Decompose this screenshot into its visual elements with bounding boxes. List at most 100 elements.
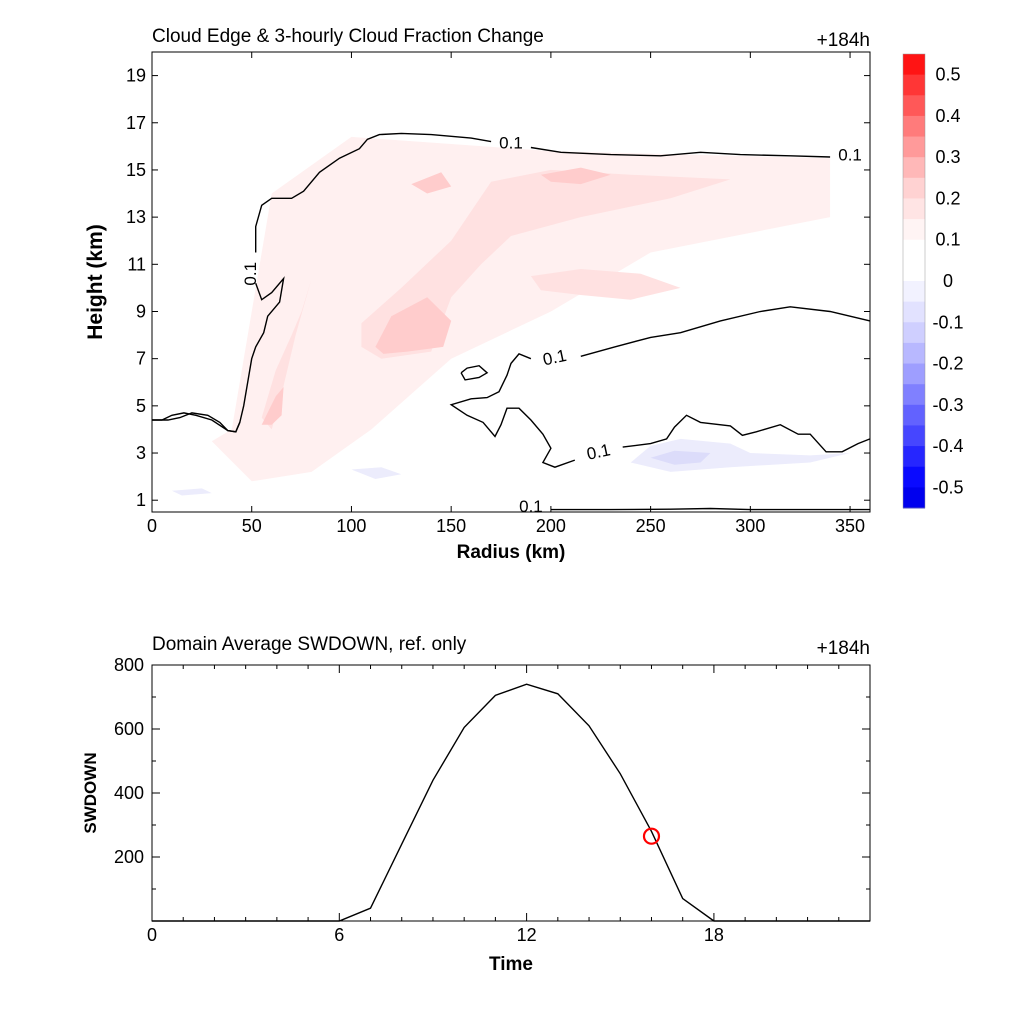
colorbar-label: -0.2 [932,354,963,374]
bottom-y-axis: 200 400 600 800 [114,655,870,890]
colorbar-swatch [903,301,925,323]
colorbar-swatch [903,487,925,509]
bottom-x-axis-label: Time [489,954,533,975]
shaded-region [530,269,681,300]
x-tick-label: 150 [436,516,466,536]
colorbar-swatch [903,466,925,488]
swdown-panel: Domain Average SWDOWN, ref. only +184h 0… [81,634,871,975]
colorbar-swatch [903,363,925,385]
colorbar-swatch [903,342,925,365]
y-tick-label: 11 [127,254,146,274]
contour-line [152,412,241,433]
colorbar-swatch [903,74,925,96]
colorbar-label: -0.5 [932,478,963,498]
y-tick-label: 3 [136,443,146,463]
bottom-y-axis-label: SWDOWN [81,752,100,833]
x-tick-label: 0 [147,925,157,945]
contour-label: 0.1 [541,346,568,369]
colorbar-label: 0.3 [935,147,960,167]
bottom-chart-title: Domain Average SWDOWN, ref. only [152,634,467,655]
current-time-marker [642,827,661,845]
contour-line [449,353,576,468]
contour-label: 0.1 [585,440,612,463]
colorbar-label: -0.4 [932,436,963,456]
contour-line [254,132,492,253]
shaded-region [375,297,452,354]
contour-line [550,507,870,511]
colorbar-label: 0.2 [935,188,960,208]
colorbar: 0.5 0.4 0.3 0.2 0.1 0 -0.1 -0.2 -0.3 -0.4 -0.5 [902,53,964,509]
top-y-axis-label: Height (km) [84,224,107,340]
top-time-label: +184h [817,30,870,51]
colorbar-swatch [903,95,925,117]
x-tick-label: 300 [735,516,765,536]
bottom-time-label: +184h [817,638,870,659]
colorbar-swatch [903,260,925,282]
x-tick-label: 6 [334,925,344,945]
colorbar-swatch [903,446,925,468]
contour-lines: 0.1 0.1 0.1 0.1 0.1 0.1 [152,132,871,516]
y-tick-label: 19 [126,66,146,86]
shaded-region [351,467,402,479]
colorbar-swatch [903,239,925,261]
contour-label: 0.1 [519,497,543,516]
shaded-region [211,136,831,482]
colorbar-swatch [903,322,925,344]
colorbar-swatch [903,157,925,179]
colorbar-swatch [903,177,925,199]
y-tick-label: 17 [126,113,146,133]
contour-shading [171,136,851,496]
colorbar-swatch [903,54,925,76]
y-tick-label: 200 [114,847,144,867]
contour-label: 0.1 [838,145,862,164]
contour-label: 0.1 [499,133,523,152]
y-tick-label: 15 [126,160,146,180]
x-tick-label: 350 [835,516,865,536]
x-tick-label: 200 [536,516,566,536]
y-tick-label: 7 [136,349,146,369]
swdown-series [152,683,870,922]
colorbar-label: 0.4 [935,106,960,126]
x-tick-label: 50 [242,516,262,536]
top-plot-frame [151,51,871,513]
colorbar-label: -0.1 [932,312,963,332]
colorbar-swatch [903,384,925,406]
shaded-region [540,167,611,185]
x-tick-label: 250 [636,516,666,536]
y-tick-label: 9 [136,301,146,321]
colorbar-swatch [903,404,925,426]
colorbar-swatch [903,281,925,303]
colorbar-label: -0.3 [932,395,963,415]
top-chart-title: Cloud Edge & 3-hourly Cloud Fraction Cha… [152,26,544,47]
colorbar-swatch [903,115,925,138]
colorbar-swatch [903,219,925,241]
x-tick-label: 18 [704,925,724,945]
shaded-region [171,488,212,496]
y-tick-label: 800 [114,655,144,675]
x-tick-label: 100 [336,516,366,536]
y-tick-label: 1 [136,490,146,510]
y-tick-label: 600 [114,719,144,739]
contour-line [530,146,831,158]
contour-line [580,306,871,357]
contour-line [152,276,285,433]
top-x-axis: 0 50 100 150 200 250 300 350 [147,52,865,536]
x-tick-label: 0 [147,516,157,536]
y-tick-label: 13 [126,207,146,227]
colorbar-label: 0.1 [935,230,960,250]
contour-line [622,414,871,453]
shaded-region [261,387,284,425]
x-tick-label: 12 [517,925,537,945]
y-tick-label: 400 [114,783,144,803]
contour-label: 0.1 [241,262,260,286]
shaded-region [261,278,312,430]
bottom-plot-frame [151,664,871,922]
swdown-line [152,683,870,922]
y-tick-label: 5 [136,396,146,416]
shaded-region [650,450,711,465]
cloud-fraction-panel: Cloud Edge & 3-hourly Cloud Fraction Cha… [84,26,964,563]
colorbar-swatch [903,136,925,158]
colorbar-swatch [903,425,925,447]
